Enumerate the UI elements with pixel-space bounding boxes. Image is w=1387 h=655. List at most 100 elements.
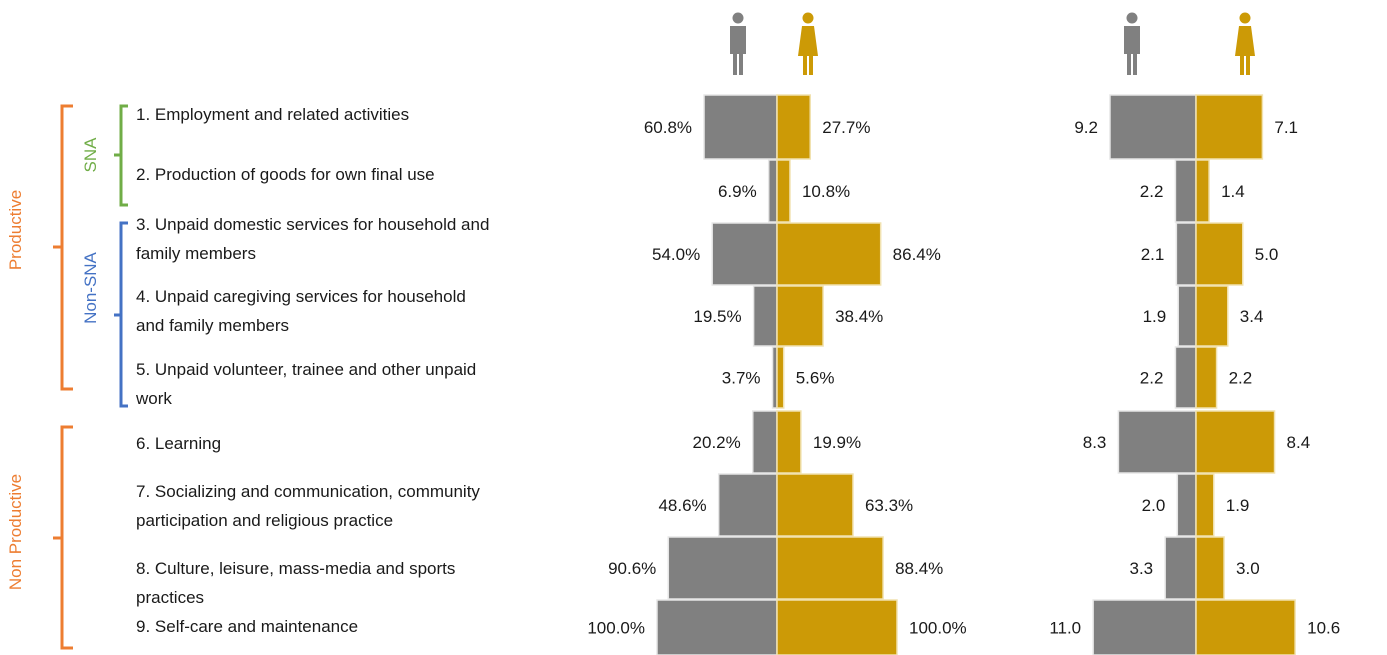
bar-men <box>752 410 778 474</box>
data-label-women: 5.6% <box>796 369 835 388</box>
bar-women <box>776 473 854 537</box>
category-label: 4. Unpaid caregiving services for househ… <box>136 287 466 306</box>
data-label-women: 1.4 <box>1221 182 1245 201</box>
bar-men <box>711 222 778 286</box>
data-label-women: 100.0% <box>909 619 967 638</box>
bracket-non-sna <box>114 221 128 408</box>
category-label: 9. Self-care and maintenance <box>136 617 358 636</box>
data-label-women: 3.0 <box>1236 559 1260 578</box>
group-label-sna: SNA <box>81 137 100 173</box>
bar-men <box>752 285 778 347</box>
data-label-women: 27.7% <box>822 118 870 137</box>
bar-women <box>1195 94 1264 160</box>
data-label-women: 2.2 <box>1229 369 1253 388</box>
category-label: 1. Employment and related activities <box>136 105 409 124</box>
data-label-women: 88.4% <box>895 559 943 578</box>
data-label-women: 3.4 <box>1240 307 1264 326</box>
data-label-men: 9.2 <box>1074 118 1098 137</box>
data-label-men: 2.2 <box>1140 369 1164 388</box>
bar-women <box>1195 285 1229 347</box>
male-person-icon <box>730 12 746 75</box>
data-label-men: 3.3 <box>1130 559 1154 578</box>
data-label-women: 10.6 <box>1307 619 1340 638</box>
data-label-men: 2.2 <box>1140 182 1164 201</box>
chart-panel: 9.2 7.1 2.2 1.4 2.1 5.0 1.9 3.4 2.2 2.2 8.3 8.4 2.0 1… <box>1049 94 1340 655</box>
bracket-productive <box>53 104 73 391</box>
data-label-men: 8.3 <box>1083 433 1107 452</box>
bar-women <box>776 599 898 655</box>
category-label: work <box>135 389 172 408</box>
data-label-men: 54.0% <box>652 245 700 264</box>
category-label: 8. Culture, leisure, mass-media and spor… <box>136 559 455 578</box>
bracket-non-productive <box>53 425 73 650</box>
bar-men <box>656 599 778 655</box>
bar-men <box>1174 346 1197 409</box>
category-label: 2. Production of goods for own final use <box>136 165 435 184</box>
category-label: 7. Socializing and communication, commun… <box>136 482 480 501</box>
data-label-men: 90.6% <box>608 559 656 578</box>
bar-men <box>717 473 778 537</box>
bar-women <box>776 94 811 160</box>
bar-women <box>776 159 791 223</box>
category-label: 6. Learning <box>136 434 221 453</box>
data-label-men: 2.1 <box>1141 245 1165 264</box>
bar-men <box>1092 599 1197 655</box>
data-label-men: 48.6% <box>658 496 706 515</box>
bar-women <box>776 410 802 474</box>
category-label: and family members <box>136 316 289 335</box>
data-label-men: 3.7% <box>722 369 761 388</box>
data-label-women: 1.9 <box>1226 496 1250 515</box>
data-label-men: 11.0 <box>1049 619 1081 638</box>
bar-men <box>703 94 778 160</box>
group-label-non-sna: Non-SNA <box>81 251 100 323</box>
data-label-men: 20.2% <box>693 433 741 452</box>
bar-men <box>1164 536 1197 600</box>
bracket-sna <box>114 104 128 207</box>
bar-women <box>1195 473 1215 537</box>
bar-men <box>1175 222 1197 286</box>
data-label-women: 5.0 <box>1255 245 1279 264</box>
category-label: 5. Unpaid volunteer, trainee and other u… <box>136 360 476 379</box>
group-label-productive: Productive <box>6 190 25 270</box>
bar-women <box>1195 410 1276 474</box>
data-label-men: 1.9 <box>1143 307 1167 326</box>
category-label: participation and religious practice <box>136 511 393 530</box>
chart-panel: 60.8% 27.7% 6.9% 10.8% 54.0% 86.4% 19.5% 38.4% 3… <box>587 94 967 655</box>
bar-women <box>1195 346 1218 409</box>
data-label-women: 8.4 <box>1287 433 1311 452</box>
bar-men <box>1117 410 1197 474</box>
category-label: practices <box>136 588 204 607</box>
bar-men <box>1176 473 1197 537</box>
data-label-women: 19.9% <box>813 433 861 452</box>
bar-men <box>667 536 778 600</box>
bar-women <box>776 222 882 286</box>
data-label-men: 100.0% <box>587 619 645 638</box>
bar-women <box>776 346 785 409</box>
bar-men <box>1177 285 1197 347</box>
bar-women <box>776 285 824 347</box>
bar-women <box>1195 159 1210 223</box>
group-label-non-productive: Non Productive <box>6 474 25 590</box>
female-person-icon <box>798 12 818 75</box>
category-label: family members <box>136 244 256 263</box>
data-label-men: 6.9% <box>718 182 757 201</box>
data-label-men: 19.5% <box>693 307 741 326</box>
data-label-women: 7.1 <box>1274 118 1298 137</box>
data-label-women: 10.8% <box>802 182 850 201</box>
female-person-icon <box>1235 12 1255 75</box>
data-label-men: 60.8% <box>644 118 692 137</box>
bar-women <box>1195 222 1244 286</box>
bar-men <box>767 159 778 223</box>
male-person-icon <box>1124 12 1140 75</box>
data-label-men: 2.0 <box>1142 496 1166 515</box>
data-label-women: 63.3% <box>865 496 913 515</box>
data-label-women: 38.4% <box>835 307 883 326</box>
data-label-women: 86.4% <box>893 245 941 264</box>
category-label: 3. Unpaid domestic services for househol… <box>136 215 489 234</box>
bar-women <box>776 536 884 600</box>
bar-women <box>1195 536 1225 600</box>
bar-men <box>1174 159 1197 223</box>
bar-men <box>1109 94 1197 160</box>
bar-women <box>1195 599 1296 655</box>
